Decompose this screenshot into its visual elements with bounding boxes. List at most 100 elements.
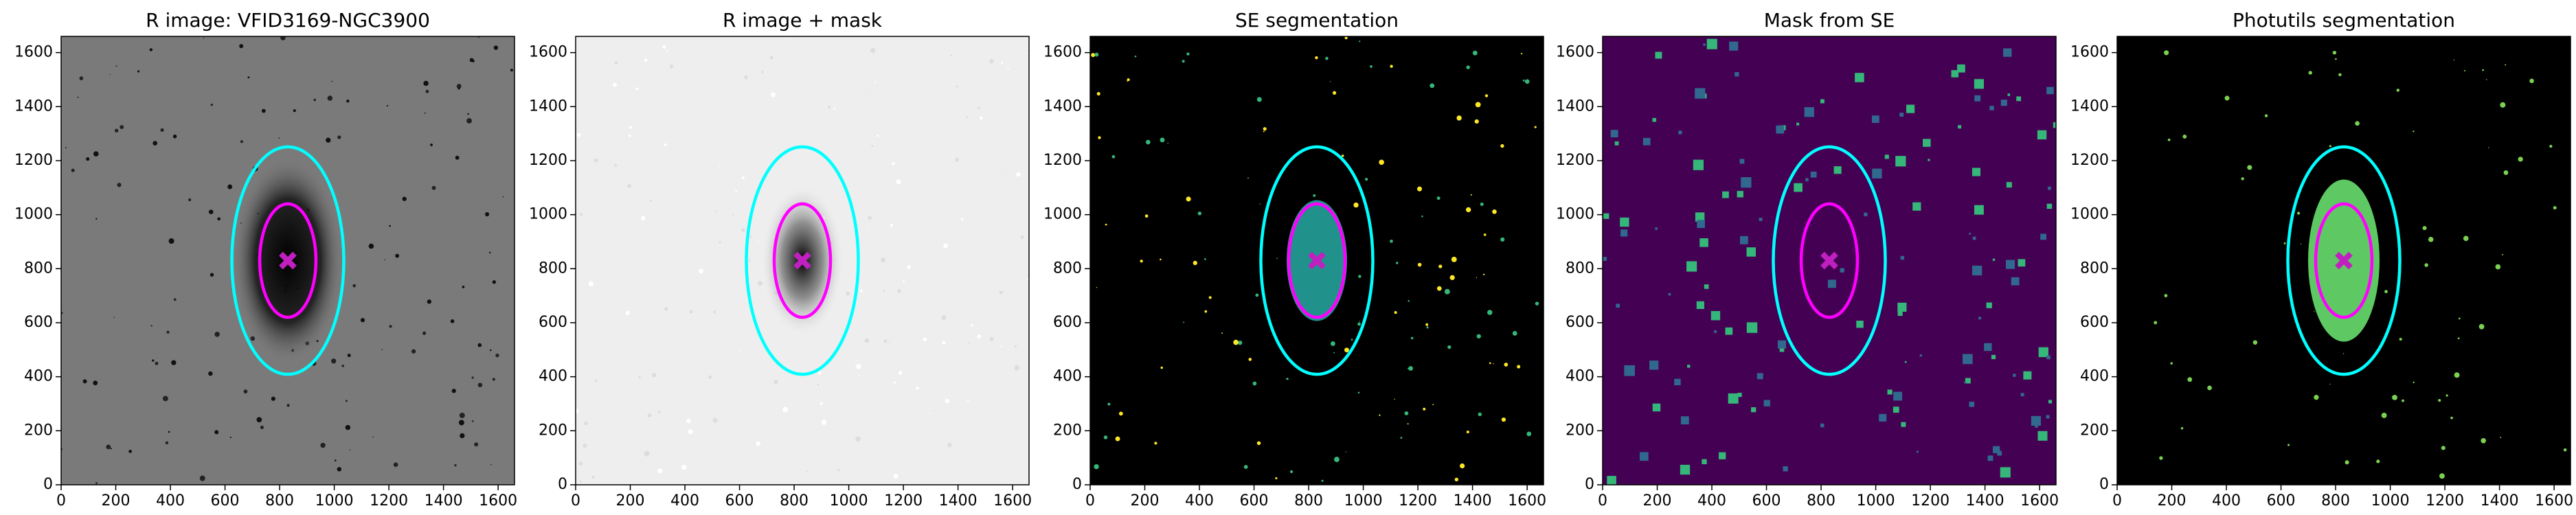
- x-tick-label: 1000: [2371, 492, 2410, 510]
- mask-patch: [1695, 212, 1705, 222]
- source: [1353, 202, 1359, 208]
- source: [1313, 194, 1316, 197]
- source: [168, 238, 174, 244]
- source: [386, 104, 389, 107]
- center-marker: [1820, 251, 1838, 270]
- source: [1357, 322, 1361, 326]
- mask-patch: [1751, 407, 1756, 413]
- source: [625, 310, 630, 315]
- source: [93, 151, 99, 157]
- mask-patch: [1655, 52, 1662, 59]
- source: [2287, 444, 2290, 446]
- source: [510, 69, 513, 72]
- source: [477, 343, 482, 347]
- source: [1167, 142, 1169, 144]
- mask-patch: [1624, 365, 1635, 376]
- mask-patch: [1714, 330, 1717, 333]
- image-area: [1090, 36, 1544, 485]
- source: [1512, 331, 1517, 336]
- source: [1237, 341, 1243, 345]
- mask-patch: [1974, 95, 1981, 102]
- image-area: [576, 36, 1029, 485]
- source: [657, 411, 661, 413]
- source: [2342, 353, 2345, 354]
- source: [2117, 279, 2121, 283]
- source: [492, 280, 496, 284]
- x-tick-label: 400: [670, 492, 699, 510]
- y-tick-label: 1000: [1556, 206, 1594, 223]
- image-area: [61, 36, 515, 485]
- source: [2191, 67, 2195, 70]
- x-tick-label: 400: [1185, 492, 1214, 510]
- mask-patch: [1697, 220, 1706, 229]
- source: [827, 106, 831, 109]
- source: [1408, 366, 1413, 371]
- mask-patch: [1725, 327, 1733, 335]
- source: [2252, 283, 2257, 288]
- source: [2503, 170, 2509, 175]
- x-tick-label: 1200: [2426, 492, 2464, 510]
- source: [613, 163, 618, 167]
- source: [341, 365, 344, 367]
- source: [188, 198, 192, 202]
- source: [977, 334, 982, 339]
- source: [1007, 68, 1009, 70]
- source: [152, 359, 155, 362]
- source: [666, 50, 668, 52]
- source: [477, 382, 483, 387]
- source: [337, 135, 341, 139]
- mask-patch: [1739, 236, 1748, 244]
- source: [1480, 202, 1484, 206]
- source: [331, 80, 333, 82]
- source: [345, 424, 351, 431]
- mask-patch: [1971, 168, 1981, 176]
- center-marker: [279, 251, 297, 270]
- mask-patch: [1794, 183, 1803, 192]
- source: [1256, 97, 1262, 102]
- mask-patch: [1901, 422, 1906, 427]
- source: [1504, 363, 1509, 367]
- source: [2527, 44, 2533, 49]
- x-tick-label: 1600: [1508, 492, 1546, 510]
- source: [2312, 306, 2314, 308]
- y-tick-label: 400: [539, 368, 567, 385]
- source: [1144, 214, 1149, 218]
- mask-patch: [2047, 186, 2051, 190]
- source: [859, 289, 863, 293]
- source: [756, 441, 760, 446]
- source: [1436, 196, 1440, 201]
- x-tick-label: 1600: [2020, 492, 2059, 510]
- source: [2526, 242, 2529, 244]
- mask-patch: [1974, 205, 1984, 215]
- source: [456, 84, 462, 89]
- x-tick-label: 200: [102, 492, 131, 510]
- source: [82, 379, 87, 384]
- mask-patch: [1652, 117, 1657, 122]
- source: [888, 310, 890, 312]
- source: [2481, 437, 2487, 444]
- source: [1160, 366, 1163, 369]
- source: [1359, 41, 1361, 43]
- source: [1365, 178, 1368, 181]
- x-tick-label: 200: [1131, 492, 1160, 510]
- source: [942, 341, 946, 345]
- mask-patch: [1737, 191, 1743, 198]
- source: [635, 87, 639, 91]
- source: [978, 106, 980, 110]
- source: [1094, 52, 1099, 57]
- mask-patch: [1978, 317, 1981, 320]
- y-tick-label: 0: [1585, 476, 1594, 493]
- source: [2261, 165, 2263, 168]
- source: [2441, 148, 2445, 152]
- source: [599, 164, 600, 165]
- x-tick-label: 1000: [1344, 492, 1383, 510]
- source: [2505, 64, 2507, 66]
- source: [1454, 477, 1459, 482]
- mask-patch: [1928, 159, 1930, 161]
- x-tick-label: 0: [56, 492, 66, 510]
- source: [2265, 326, 2269, 330]
- source: [1204, 310, 1208, 313]
- x-tick-label: 1400: [1454, 492, 1492, 510]
- source: [681, 464, 687, 470]
